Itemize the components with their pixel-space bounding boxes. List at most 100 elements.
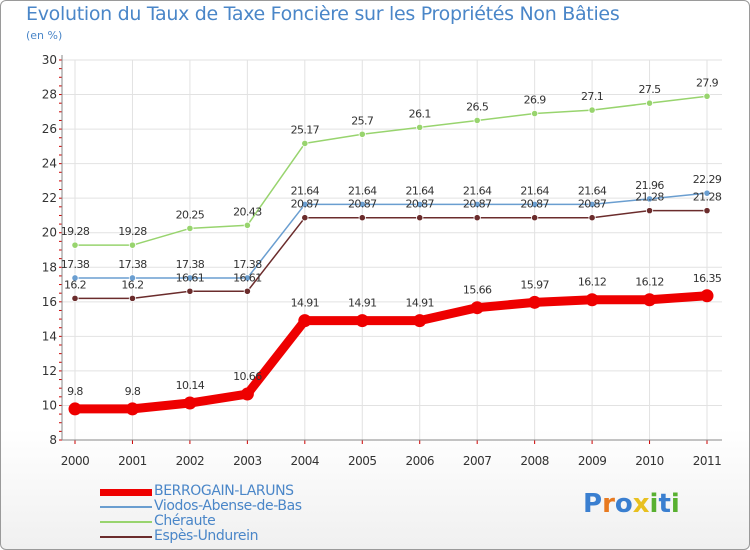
legend-swatch-berrogain-laruns [100,489,152,496]
proxiti-logo: Proxiti [583,489,680,519]
data-point-cheraute [588,106,596,114]
legend-swatch-espes-undurein [100,536,152,538]
data-label-cheraute: 25.7 [351,114,374,127]
data-label-viodos-abense-de-bas: 21.64 [405,184,434,197]
legend-swatch-cheraute [100,521,152,523]
y-tick-label: 14 [42,329,57,343]
x-tick-label: 2011 [693,454,722,468]
data-point-berrogain-laruns [528,295,542,309]
data-label-espes-undurein: 16.2 [64,278,86,291]
data-label-viodos-abense-de-bas: 22.29 [693,173,722,186]
data-label-espes-undurein: 20.87 [520,198,549,211]
data-point-espes-undurein [703,207,711,215]
x-tick-label: 2010 [635,454,664,468]
data-label-viodos-abense-de-bas: 21.64 [348,184,377,197]
data-point-cheraute [473,116,481,125]
data-point-espes-undurein [301,214,309,222]
data-point-cheraute [243,221,251,229]
data-label-berrogain-laruns: 9.8 [125,385,141,398]
y-tick-label: 22 [42,191,57,205]
data-label-espes-undurein: 16.61 [233,271,262,284]
data-point-berrogain-laruns [470,301,484,315]
logo-letter: t [658,489,671,519]
data-label-berrogain-laruns: 16.12 [635,276,664,289]
y-tick-label: 26 [42,122,57,136]
y-axis-unit: (en %) [26,29,63,42]
series-line-viodos-abense-de-bas [74,192,708,279]
data-point-viodos-abense-de-bas [473,200,481,208]
logo-letter: o [614,489,633,519]
data-point-cheraute [71,241,79,249]
data-label-viodos-abense-de-bas: 21.64 [520,184,549,197]
data-label-cheraute: 26.9 [524,94,547,107]
data-point-cheraute [645,99,654,107]
data-point-cheraute [186,224,194,233]
data-label-cheraute: 20.25 [176,208,205,221]
data-point-viodos-abense-de-bas [186,274,194,282]
legend-label-cheraute: Chéraute [154,513,216,529]
legend-swatch-viodos-abense-de-bas [100,506,152,508]
y-tick-label: 8 [49,433,57,447]
legend-label-viodos-abense-de-bas: Viodos-Abense-de-Bas [154,498,302,514]
logo-letter: i [670,489,680,519]
y-tick-label: 20 [42,226,57,240]
data-point-viodos-abense-de-bas [71,274,79,282]
y-tick-label: 12 [42,364,57,378]
logo-letter: r [602,489,615,519]
axes: 8 10 12 14 16 18 20 22 24 26 28 30 2000 2001 2002 2003 2… [42,53,722,468]
data-point-viodos-abense-de-bas [588,200,596,208]
data-label-cheraute: 27.9 [696,76,719,89]
data-labels: 16.2 16.2 16.61 16.61 20.87 20.87 20.87 20.87 20… [61,76,723,398]
data-label-espes-undurein: 20.87 [578,198,607,211]
legend-item-viodos-abense-de-bas[interactable]: Viodos-Abense-de-Bas [100,498,360,514]
x-tick-label: 2003 [233,454,262,468]
data-point-espes-undurein [358,214,366,222]
x-tick-label: 2000 [61,454,90,468]
data-point-cheraute [703,92,711,100]
data-point-berrogain-laruns [700,289,714,303]
data-label-cheraute: 26.5 [466,100,489,113]
data-label-cheraute: 19.28 [118,225,147,238]
data-label-espes-undurein: 20.87 [405,198,434,211]
data-point-cheraute [416,123,424,131]
data-point-berrogain-laruns [240,387,254,401]
series-line-cheraute [74,95,708,246]
data-label-espes-undurein: 21.28 [635,191,664,204]
grid [62,59,722,441]
data-point-viodos-abense-de-bas [703,189,711,197]
series-line-berrogain-laruns [70,291,712,414]
data-point-berrogain-laruns [298,314,312,328]
data-point-viodos-abense-de-bas [243,274,251,282]
data-point-berrogain-laruns [125,402,139,416]
legend-item-cheraute[interactable]: Chéraute [100,513,360,529]
x-tick-label: 2009 [578,454,607,468]
logo-letter: x [632,489,650,519]
logo-letter: i [649,489,659,519]
data-label-viodos-abense-de-bas: 17.38 [61,258,90,271]
data-point-espes-undurein [186,287,194,295]
data-point-espes-undurein [588,214,596,222]
data-point-cheraute [358,130,366,138]
data-label-cheraute: 27.5 [638,83,661,96]
data-label-berrogain-laruns: 14.91 [291,297,320,310]
legend-item-espes-undurein[interactable]: Espès-Undurein [100,528,360,544]
data-label-cheraute: 19.28 [61,225,90,238]
data-label-cheraute: 27.1 [581,90,603,103]
data-label-viodos-abense-de-bas: 21.64 [578,184,607,197]
data-point-cheraute [531,109,539,118]
data-label-espes-undurein: 16.2 [121,278,143,291]
data-label-berrogain-laruns: 15.66 [463,284,492,297]
data-label-espes-undurein: 16.61 [176,271,205,284]
data-point-espes-undurein [243,287,251,295]
data-point-espes-undurein [71,294,79,302]
x-tick-label: 2004 [291,454,320,468]
legend-item-berrogain-laruns[interactable]: BERROGAIN-LARUNS [100,483,360,499]
data-point-cheraute [301,139,309,148]
series-layer [68,92,714,416]
data-point-viodos-abense-de-bas [645,195,654,203]
data-label-espes-undurein: 20.87 [348,198,377,211]
legend-label-berrogain-laruns: BERROGAIN-LARUNS [154,483,294,499]
x-tick-label: 2008 [520,454,549,468]
data-point-viodos-abense-de-bas [358,200,366,208]
